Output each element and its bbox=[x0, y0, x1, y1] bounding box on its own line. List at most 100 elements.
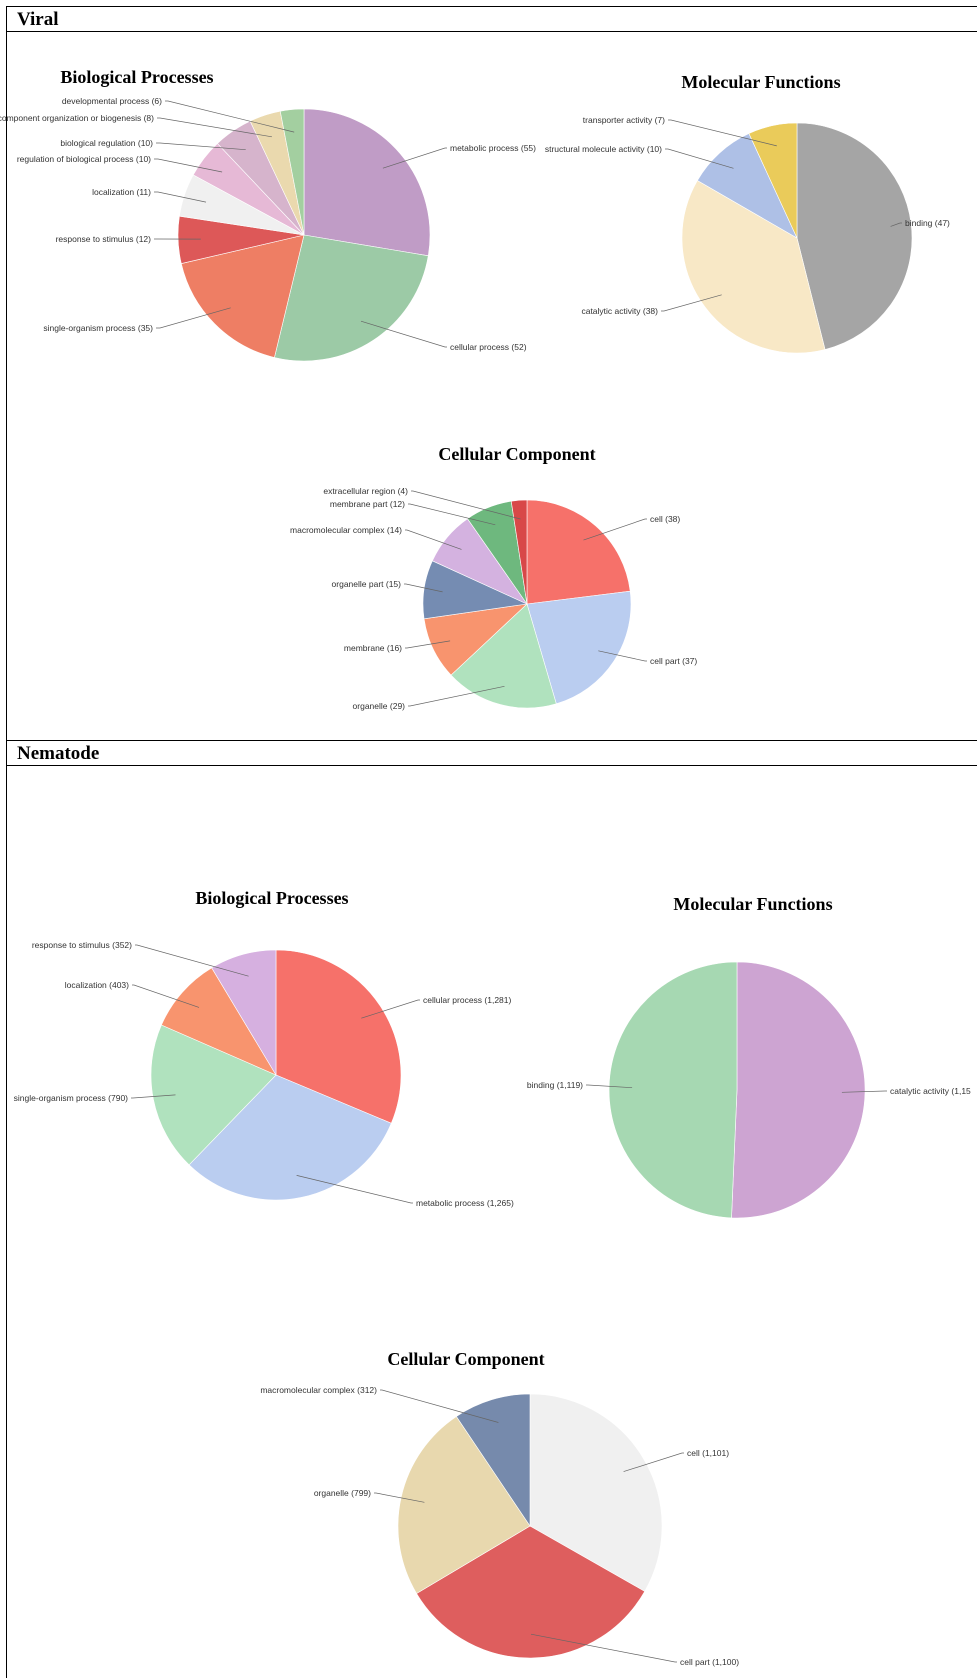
pie-chart: Molecular Functions binding (47) catalytic… bbox=[545, 72, 950, 354]
pie-slice bbox=[731, 961, 866, 1219]
leader-line bbox=[135, 944, 249, 977]
leader-line bbox=[154, 191, 207, 203]
section-title: Viral bbox=[17, 9, 59, 30]
pie-slice bbox=[275, 949, 402, 1124]
chart-title: Biological Processes bbox=[195, 888, 348, 908]
leader-line bbox=[382, 147, 447, 169]
slice-label: extracellular region (4) bbox=[323, 486, 408, 496]
leader-line bbox=[661, 294, 722, 312]
pie-slice bbox=[526, 499, 631, 605]
slice-label: cell (1,101) bbox=[687, 1448, 729, 1458]
pie-chart: Molecular Functions catalytic activity (1… bbox=[527, 894, 971, 1219]
pie-slice bbox=[510, 499, 528, 605]
pie-slice bbox=[303, 108, 431, 257]
slice-label: catalytic activity (38) bbox=[581, 306, 658, 316]
leader-line bbox=[296, 1175, 413, 1204]
slice-label: cellular component organization or bioge… bbox=[0, 113, 154, 123]
pie-slice bbox=[188, 1074, 392, 1201]
leader-line bbox=[360, 320, 447, 348]
pie-slice bbox=[450, 603, 557, 709]
pie-slice bbox=[397, 1416, 531, 1594]
pie-chart: Cellular Component cell (38) cell part (37… bbox=[290, 444, 697, 711]
pie-slice bbox=[279, 108, 305, 236]
leader-line bbox=[665, 148, 734, 169]
leader-line bbox=[408, 685, 505, 707]
slice-label: single-organism process (790) bbox=[14, 1093, 128, 1103]
slice-label: catalytic activity (1,15 bbox=[890, 1086, 971, 1096]
pie-slice bbox=[455, 1393, 531, 1527]
leader-line bbox=[405, 529, 462, 550]
slice-label: cellular process (52) bbox=[450, 342, 527, 352]
slice-label: macromolecular complex (14) bbox=[290, 525, 402, 535]
leader-line bbox=[154, 158, 223, 173]
slice-label: localization (403) bbox=[65, 980, 129, 990]
slice-label: metabolic process (1,265) bbox=[416, 1198, 514, 1208]
slice-label: developmental process (6) bbox=[62, 96, 162, 106]
leader-line bbox=[530, 1633, 677, 1663]
pie-slice bbox=[211, 949, 277, 1077]
pie-slice bbox=[529, 1393, 663, 1592]
leader-line bbox=[841, 1090, 887, 1093]
pie-slice bbox=[681, 180, 826, 354]
chart-title: Molecular Functions bbox=[681, 72, 840, 92]
leader-line bbox=[583, 518, 647, 541]
chart-title: Cellular Component bbox=[387, 1349, 544, 1369]
slice-label: cellular process (1,281) bbox=[423, 995, 512, 1005]
slice-label: binding (47) bbox=[905, 218, 950, 228]
pie-slice bbox=[526, 590, 632, 705]
slice-label: organelle (29) bbox=[353, 701, 406, 711]
slice-label: structural molecule activity (10) bbox=[545, 144, 662, 154]
leader-line bbox=[165, 100, 295, 133]
pie-slice bbox=[180, 234, 305, 358]
pie-chart: Biological Processes cellular process (1,… bbox=[14, 888, 514, 1208]
pie-slice bbox=[748, 122, 798, 239]
leader-line bbox=[156, 307, 231, 329]
slice-label: localization (11) bbox=[92, 187, 151, 197]
leader-line bbox=[380, 1389, 499, 1423]
chart-title: Biological Processes bbox=[60, 67, 213, 87]
leader-line bbox=[623, 1452, 684, 1472]
pie-chart: Cellular Component cell (1,101) cell part … bbox=[260, 1349, 739, 1667]
leader-line bbox=[157, 117, 272, 138]
pie-slice bbox=[416, 1525, 646, 1659]
slice-label: cell part (37) bbox=[650, 656, 697, 666]
slice-label: macromolecular complex (312) bbox=[260, 1385, 377, 1395]
pie-slice bbox=[608, 961, 738, 1219]
section-header-nematode: Nematode bbox=[6, 740, 977, 766]
leader-line bbox=[668, 119, 777, 147]
section-header-viral: Viral bbox=[6, 6, 977, 32]
slice-label: regulation of biological process (10) bbox=[17, 154, 151, 164]
leader-line bbox=[404, 583, 443, 593]
leader-line bbox=[598, 650, 647, 662]
leader-line bbox=[132, 984, 200, 1008]
leader-line bbox=[408, 503, 496, 526]
leader-line bbox=[405, 640, 451, 649]
slice-label: membrane (16) bbox=[344, 643, 402, 653]
pie-slice bbox=[161, 967, 277, 1076]
chart-title: Cellular Component bbox=[438, 444, 595, 464]
pie-slice bbox=[150, 1024, 277, 1166]
slice-label: cell part (1,100) bbox=[680, 1657, 739, 1667]
slice-label: cell (38) bbox=[650, 514, 680, 524]
leader-line bbox=[361, 999, 420, 1019]
section-title: Nematode bbox=[17, 743, 100, 764]
pie-slice bbox=[274, 234, 429, 362]
leader-line bbox=[131, 1094, 176, 1099]
slice-label: organelle part (15) bbox=[332, 579, 402, 589]
slice-label: single-organism process (35) bbox=[43, 323, 153, 333]
pie-chart: Biological Processes metabolic process (5… bbox=[0, 67, 536, 362]
slice-label: response to stimulus (12) bbox=[56, 234, 152, 244]
slice-label: response to stimulus (352) bbox=[32, 940, 132, 950]
leader-line bbox=[411, 490, 521, 520]
leader-line bbox=[374, 1492, 425, 1503]
slice-label: membrane part (12) bbox=[330, 499, 405, 509]
slice-label: biological regulation (10) bbox=[60, 138, 153, 148]
leader-line bbox=[156, 142, 246, 151]
slice-label: binding (1,119) bbox=[527, 1080, 583, 1090]
chart-title: Molecular Functions bbox=[673, 894, 832, 914]
slice-label: metabolic process (55) bbox=[450, 143, 536, 153]
slice-label: organelle (799) bbox=[314, 1488, 371, 1498]
leader-line bbox=[890, 222, 902, 227]
leader-line bbox=[586, 1084, 633, 1089]
